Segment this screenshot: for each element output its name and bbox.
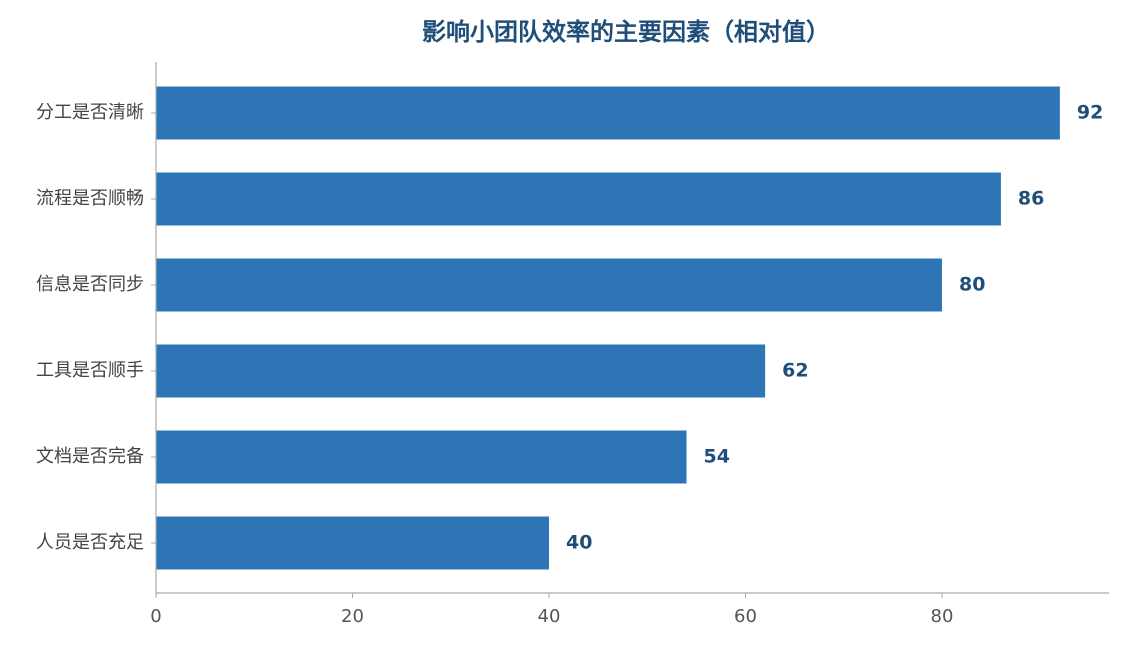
category-label: 流程是否顺畅 [36, 188, 144, 209]
bar-3 [156, 344, 766, 398]
category-label: 文档是否完备 [36, 446, 144, 467]
value-label: 80 [959, 274, 985, 296]
category-label: 工具是否顺手 [36, 360, 144, 381]
category-label: 人员是否充足 [36, 532, 144, 553]
bar-2 [156, 258, 942, 312]
value-label: 92 [1077, 102, 1103, 124]
bar-0 [156, 86, 1060, 140]
category-label: 信息是否同步 [36, 274, 144, 295]
x-tick-label: 40 [538, 606, 561, 627]
category-label: 分工是否清晰 [36, 102, 144, 123]
bar-1 [156, 172, 1001, 226]
bar-5 [156, 516, 549, 570]
x-tick-label: 80 [931, 606, 954, 627]
x-tick-label: 60 [734, 606, 757, 627]
bar-4 [156, 430, 687, 484]
value-label: 86 [1018, 188, 1044, 210]
x-tick-label: 0 [150, 606, 161, 627]
value-label: 54 [704, 446, 730, 468]
chart-title: 影响小团队效率的主要因素（相对值） [422, 18, 830, 46]
x-tick-label: 20 [341, 606, 364, 627]
value-label: 40 [566, 532, 592, 554]
value-label: 62 [782, 360, 808, 382]
